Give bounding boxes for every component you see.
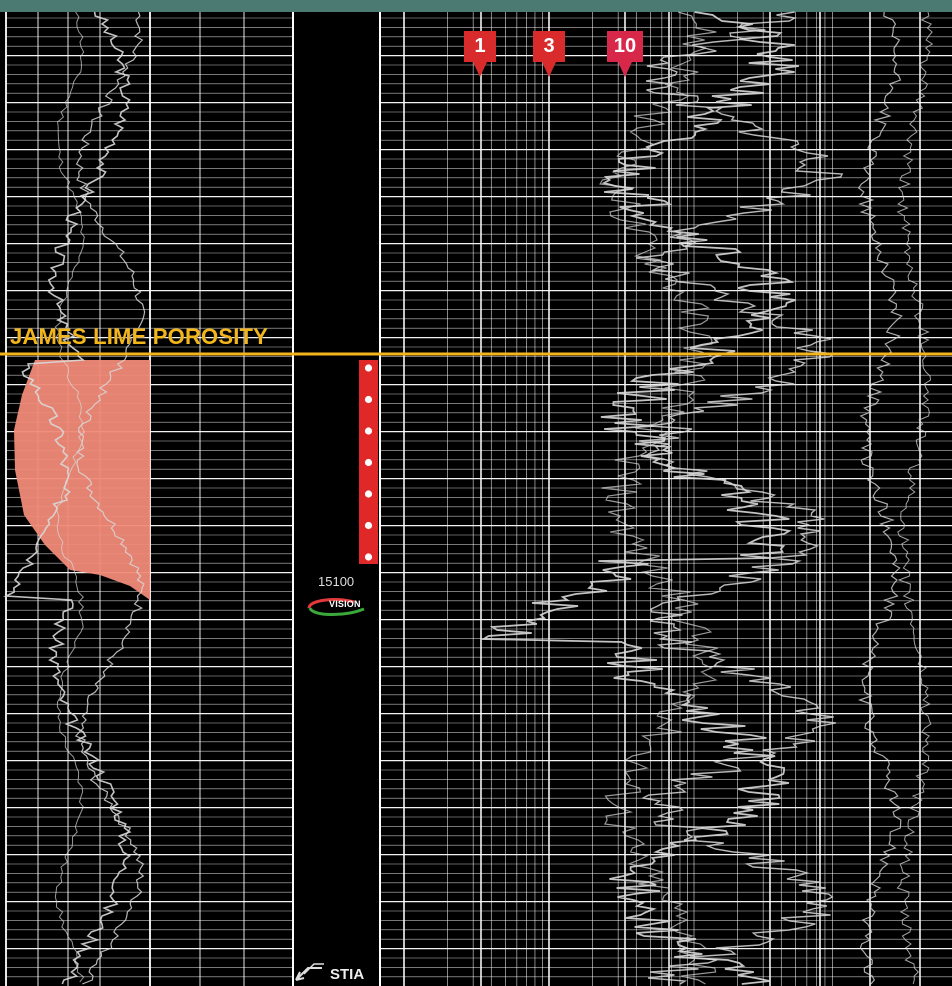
core-dot	[364, 553, 373, 561]
marker-label-10: 10	[613, 35, 637, 57]
marker-pin-10	[607, 31, 643, 77]
marker-pin-shape	[464, 31, 496, 77]
log-curves	[3, 11, 934, 985]
log-curve	[857, 11, 903, 985]
log-curve	[54, 11, 86, 983]
core-dot	[364, 364, 373, 372]
marker-pin-shape	[533, 31, 565, 77]
log-curve	[74, 11, 146, 985]
header-bar	[0, 0, 952, 12]
log-curve	[599, 11, 718, 985]
core-dot	[364, 427, 373, 435]
log-grid	[5, 12, 952, 986]
vision-logo-text: VISION	[329, 599, 361, 609]
log-curve	[636, 11, 844, 985]
porosity-shading	[14, 360, 150, 600]
vision-logo-swoosh-red	[307, 598, 355, 609]
core-dot	[364, 458, 373, 467]
marker-label-1: 1	[474, 35, 486, 57]
vision-logo	[307, 598, 365, 616]
log-curve	[896, 11, 934, 985]
core-interval-bar	[359, 360, 378, 564]
stia-arrow-icon	[295, 963, 324, 981]
core-dot	[364, 490, 373, 498]
marker-pin-shape	[607, 31, 643, 77]
marker-label-3: 3	[543, 35, 555, 57]
vision-logo-swoosh-green	[308, 607, 365, 616]
log-curve	[480, 11, 800, 985]
zone-label: JAMES LIME POROSITY	[10, 324, 269, 349]
depth-label: 15100	[318, 574, 355, 589]
log-curve	[3, 11, 132, 985]
bottom-label: STIA	[330, 966, 365, 983]
core-dot	[364, 395, 373, 404]
marker-pin-3	[533, 31, 565, 77]
marker-pin-1	[464, 31, 496, 77]
core-dot	[364, 521, 373, 530]
